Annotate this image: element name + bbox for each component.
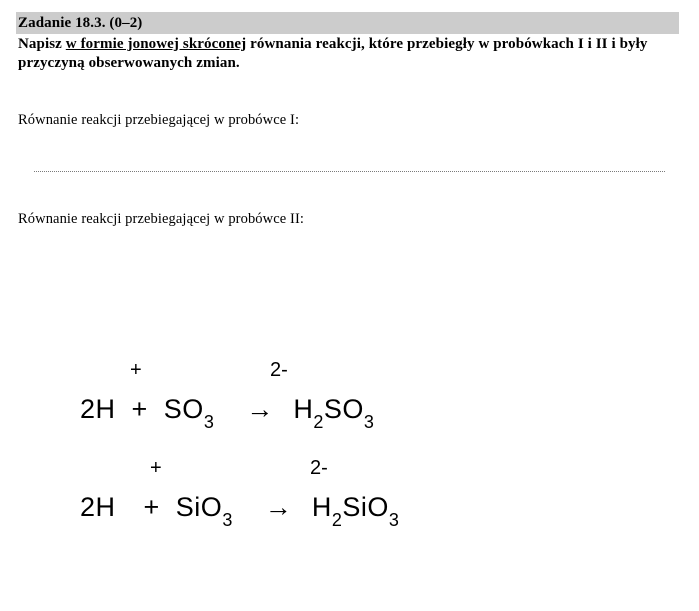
eq1-prod-sub1: 2 [313, 412, 324, 432]
eq2-anion-sub: 3 [222, 510, 233, 530]
task-header-bar: Zadanie 18.3. (0–2) [16, 12, 679, 34]
instruction-pre: Napisz [18, 36, 66, 52]
eq1-anion-sub: 3 [204, 412, 215, 432]
task-instruction: Napisz w formie jonowej skróconej równan… [16, 34, 683, 73]
eq2-charge-1: + [150, 458, 162, 478]
eq2-arrow: → [265, 492, 292, 522]
instruction-underlined: w formie jonowej skróconej [66, 36, 246, 52]
eq1-arrow: → [246, 394, 273, 424]
eq2-charge-2: 2- [310, 458, 328, 478]
eq1-charge-2: 2- [270, 360, 288, 380]
eq1-prod-sub2: 3 [364, 412, 375, 432]
task-number: Zadanie 18.3. (0–2) [16, 12, 679, 34]
eq2-prod-sub1: 2 [332, 510, 343, 530]
eq1-prod-h: H [293, 394, 313, 424]
prompt-tube-2: Równanie reakcji przebiegającej w probów… [16, 210, 683, 228]
eq1-body: 2H + SO3→H2SO3 [80, 396, 374, 427]
eq2-anion: SiO [176, 492, 223, 522]
eq2-prod-sio: SiO [342, 492, 389, 522]
eq2-plus: + [136, 492, 168, 522]
eq1-plus: + [124, 394, 156, 424]
eq2-body: 2H + SiO3→H2SiO3 [80, 494, 399, 525]
eq1-cation: 2H [80, 394, 116, 424]
prompt-tube-1: Równanie reakcji przebiegającej w probów… [16, 111, 683, 129]
eq1-anion: SO [164, 394, 204, 424]
eq2-cation: 2H [80, 492, 116, 522]
eq2-prod-h: H [312, 492, 332, 522]
exercise-page: Zadanie 18.3. (0–2) Napisz w formie jono… [0, 0, 699, 611]
eq1-charge-1: + [130, 360, 142, 380]
answer-line-1 [34, 171, 665, 172]
eq2-prod-sub2: 3 [389, 510, 400, 530]
eq1-prod-so: SO [324, 394, 364, 424]
